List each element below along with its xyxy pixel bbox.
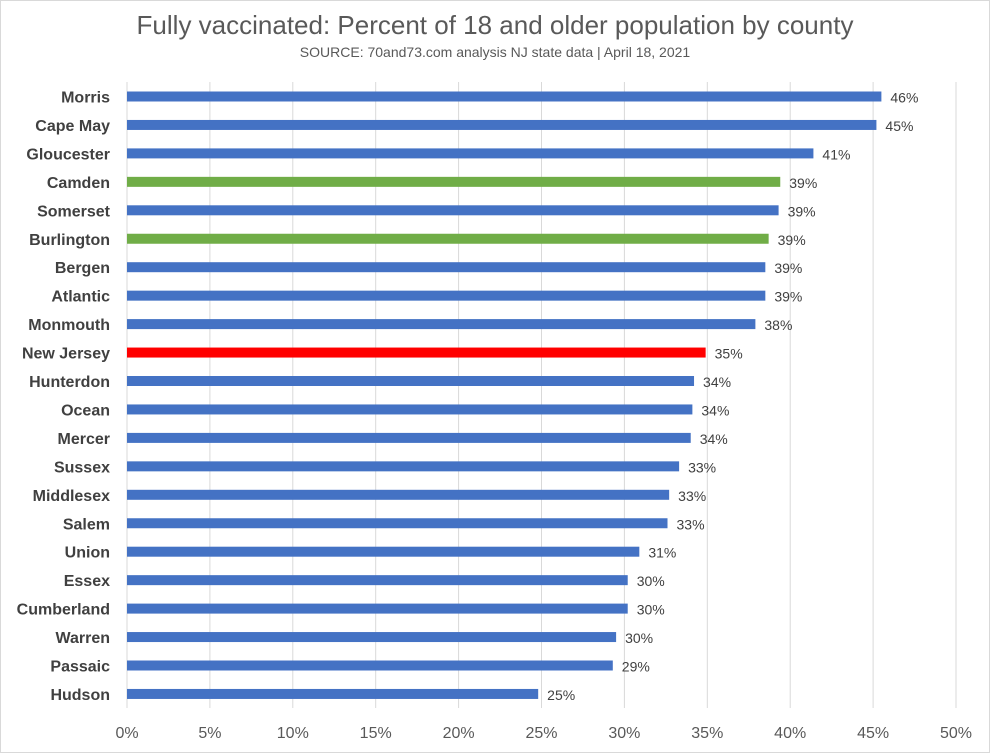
category-labels: Morris Cape May Gloucester Camden Somerset Bu…: [17, 90, 111, 704]
bar-cumberland: [127, 603, 628, 614]
value-label: 33%: [677, 516, 705, 532]
value-label: 39%: [774, 260, 802, 276]
bar-burlington: [127, 233, 769, 244]
value-label: 34%: [700, 431, 728, 447]
value-label: 31%: [648, 545, 676, 561]
bar-essex: [127, 575, 628, 586]
bar-monmouth: [127, 319, 756, 330]
category-label: Sussex: [54, 459, 110, 476]
category-label: Union: [65, 545, 110, 562]
category-label: Monmouth: [28, 317, 110, 334]
bar-cape-may: [127, 119, 877, 130]
bar-hudson: [127, 688, 539, 699]
category-label: Morris: [61, 90, 110, 107]
value-label: 46%: [890, 90, 918, 106]
category-label: Middlesex: [33, 488, 110, 505]
category-label: Atlantic: [51, 289, 110, 306]
category-label: Mercer: [58, 431, 110, 448]
bar-warren: [127, 632, 617, 643]
x-tick-label: 40%: [774, 725, 806, 742]
value-label: 38%: [764, 317, 792, 333]
value-label: 45%: [885, 118, 913, 134]
value-label: 34%: [701, 402, 729, 418]
bar-somerset: [127, 205, 779, 216]
chart-subtitle: SOURCE: 70and73.com analysis NJ state da…: [299, 44, 691, 60]
category-label: Cumberland: [17, 602, 110, 619]
value-label: 30%: [637, 573, 665, 589]
bar-mercer: [127, 432, 691, 443]
chart-title: Fully vaccinated: Percent of 18 and olde…: [136, 10, 854, 40]
value-label: 30%: [637, 602, 665, 618]
bar-sussex: [127, 461, 680, 472]
x-tick-label: 0%: [115, 725, 138, 742]
category-label: Somerset: [37, 203, 111, 220]
value-label: 39%: [789, 175, 817, 191]
x-tick-label: 5%: [198, 725, 221, 742]
category-label: Gloucester: [26, 146, 110, 163]
bars: [127, 91, 882, 699]
x-axis-tick-labels: 0% 5% 10% 15% 20% 25% 30% 35% 40% 45% 50%: [115, 725, 972, 742]
x-tick-label: 25%: [525, 725, 557, 742]
bar-camden: [127, 176, 781, 187]
x-tick-label: 35%: [691, 725, 723, 742]
bar-union: [127, 546, 640, 557]
value-label: 39%: [788, 203, 816, 219]
category-label: Passaic: [50, 659, 110, 676]
x-tick-label: 30%: [608, 725, 640, 742]
value-label: 25%: [547, 687, 575, 703]
bar-gloucester: [127, 148, 814, 159]
value-label: 41%: [822, 146, 850, 162]
x-tick-label: 10%: [277, 725, 309, 742]
gridlines: [126, 82, 957, 708]
category-label: Bergen: [55, 260, 110, 277]
category-label: Burlington: [29, 232, 110, 249]
category-label: Ocean: [61, 402, 110, 419]
x-tick-label: 20%: [443, 725, 475, 742]
category-label: Hunterdon: [29, 374, 110, 391]
value-label: 33%: [678, 488, 706, 504]
value-label: 35%: [715, 346, 743, 362]
x-tick-label: 15%: [360, 725, 392, 742]
value-label: 30%: [625, 630, 653, 646]
bar-hunterdon: [127, 376, 695, 386]
value-label: 33%: [688, 459, 716, 475]
bar-ocean: [127, 404, 693, 415]
category-label: Cape May: [35, 118, 110, 135]
category-label: Hudson: [50, 687, 110, 704]
category-label: Warren: [55, 630, 110, 647]
value-label: 39%: [778, 232, 806, 248]
x-tick-label: 50%: [940, 725, 972, 742]
value-label: 29%: [622, 659, 650, 675]
category-label: Essex: [64, 573, 110, 590]
value-label: 34%: [703, 374, 731, 390]
value-label: 39%: [774, 289, 802, 305]
category-label: Salem: [63, 516, 110, 533]
value-labels: 46% 45% 41% 39% 39% 39% 39% 39% 38% 35% 34% 34% 34% 3…: [547, 90, 918, 703]
bar-bergen: [127, 262, 766, 273]
bar-passaic: [127, 660, 613, 671]
bar-salem: [127, 518, 668, 529]
bar-middlesex: [127, 489, 670, 500]
category-label: New Jersey: [22, 346, 110, 363]
bar-atlantic: [127, 290, 766, 301]
bar-morris: [127, 91, 882, 102]
bar-new-jersey: [127, 347, 706, 358]
x-tick-label: 45%: [857, 725, 889, 742]
category-label: Camden: [47, 175, 110, 192]
